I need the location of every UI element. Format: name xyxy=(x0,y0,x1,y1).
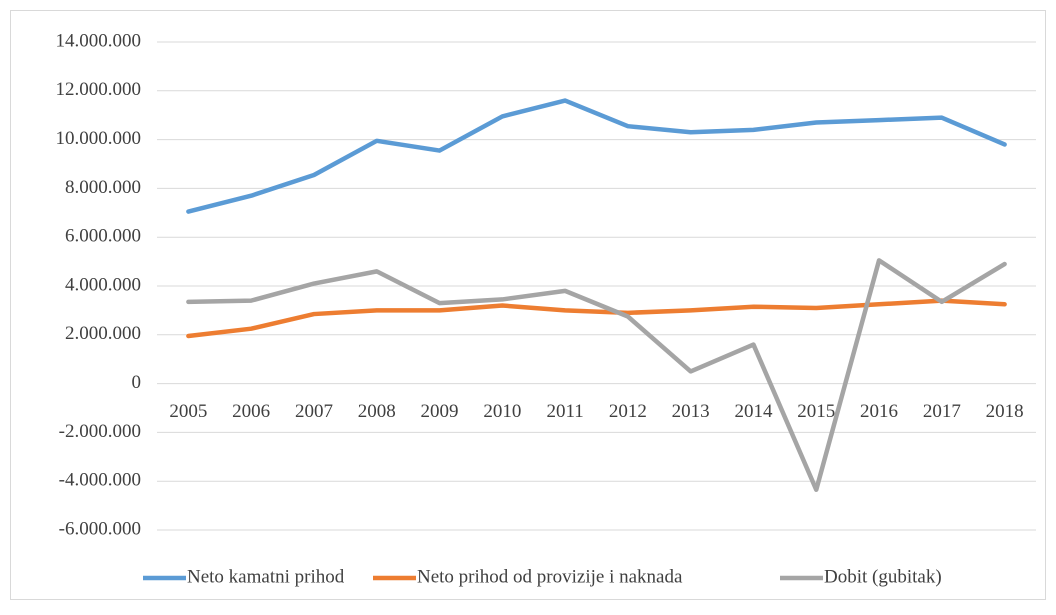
x-tick-label: 2005 xyxy=(169,401,207,422)
x-tick-label: 2008 xyxy=(358,401,396,422)
y-tick-label: 4.000.000 xyxy=(65,274,141,295)
x-tick-label: 2011 xyxy=(546,401,583,422)
y-tick-label: 2.000.000 xyxy=(65,323,141,344)
x-tick-label: 2017 xyxy=(923,401,961,422)
x-tick-label: 2012 xyxy=(609,401,647,422)
y-tick-label: -2.000.000 xyxy=(59,421,141,442)
y-tick-label: 0 xyxy=(132,372,142,393)
y-tick-label: -6.000.000 xyxy=(59,518,141,539)
x-tick-label: 2016 xyxy=(860,401,898,422)
x-tick-label: 2014 xyxy=(734,401,773,422)
series-line xyxy=(186,98,1007,214)
x-tick-label: 2006 xyxy=(232,401,270,422)
x-tick-label: 2015 xyxy=(797,401,835,422)
legend-label: Neto kamatni prihod xyxy=(187,566,345,587)
y-tick-label: 6.000.000 xyxy=(65,226,141,247)
y-tick-label: 14.000.000 xyxy=(56,30,142,51)
y-tick-label: 10.000.000 xyxy=(56,128,142,149)
series-line xyxy=(186,258,1007,492)
x-tick-label: 2013 xyxy=(672,401,710,422)
y-tick-label: 12.000.000 xyxy=(56,79,142,100)
x-tick-label: 2010 xyxy=(483,401,521,422)
x-tick-label: 2009 xyxy=(421,401,459,422)
legend-label: Dobit (gubitak) xyxy=(824,566,942,587)
x-tick-label: 2018 xyxy=(986,401,1024,422)
y-tick-label: -4.000.000 xyxy=(59,470,141,491)
x-tick-label: 2007 xyxy=(295,401,333,422)
legend-label: Neto prihod od provizije i naknada xyxy=(417,566,683,587)
y-tick-label: 8.000.000 xyxy=(65,177,141,198)
